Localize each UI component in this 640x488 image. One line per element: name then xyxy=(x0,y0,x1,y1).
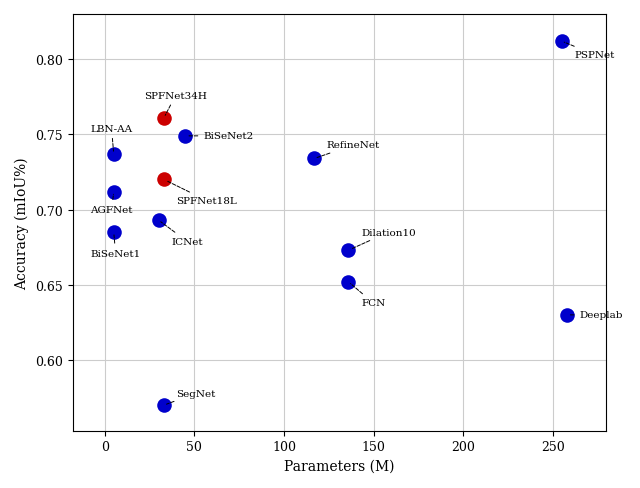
Text: BiSeNet1: BiSeNet1 xyxy=(90,235,141,258)
Point xyxy=(309,155,319,163)
Text: ICNet: ICNet xyxy=(161,223,203,246)
Point xyxy=(109,188,119,196)
Text: LBN-AA: LBN-AA xyxy=(90,124,132,152)
Point xyxy=(154,217,164,224)
Point xyxy=(159,176,169,184)
Text: RefineNet: RefineNet xyxy=(317,141,380,158)
Point xyxy=(109,151,119,159)
Point xyxy=(343,247,353,255)
Text: Deeplab: Deeplab xyxy=(570,311,623,320)
Text: FCN: FCN xyxy=(351,284,385,308)
Point xyxy=(562,311,572,319)
Text: SPFNet34H: SPFNet34H xyxy=(144,92,207,116)
Text: PSPNet: PSPNet xyxy=(564,43,614,60)
Text: SPFNet18L: SPFNet18L xyxy=(166,182,237,205)
X-axis label: Parameters (M): Parameters (M) xyxy=(284,459,395,473)
Point xyxy=(557,38,567,46)
Text: Dilation10: Dilation10 xyxy=(351,228,416,249)
Point xyxy=(159,402,169,409)
Point xyxy=(109,229,119,237)
Point xyxy=(343,278,353,286)
Text: BiSeNet2: BiSeNet2 xyxy=(188,132,253,141)
Y-axis label: Accuracy (mIoU%): Accuracy (mIoU%) xyxy=(15,157,29,289)
Point xyxy=(180,133,191,141)
Text: SegNet: SegNet xyxy=(166,389,216,405)
Point xyxy=(159,115,169,122)
Text: AGFNet: AGFNet xyxy=(90,195,133,215)
